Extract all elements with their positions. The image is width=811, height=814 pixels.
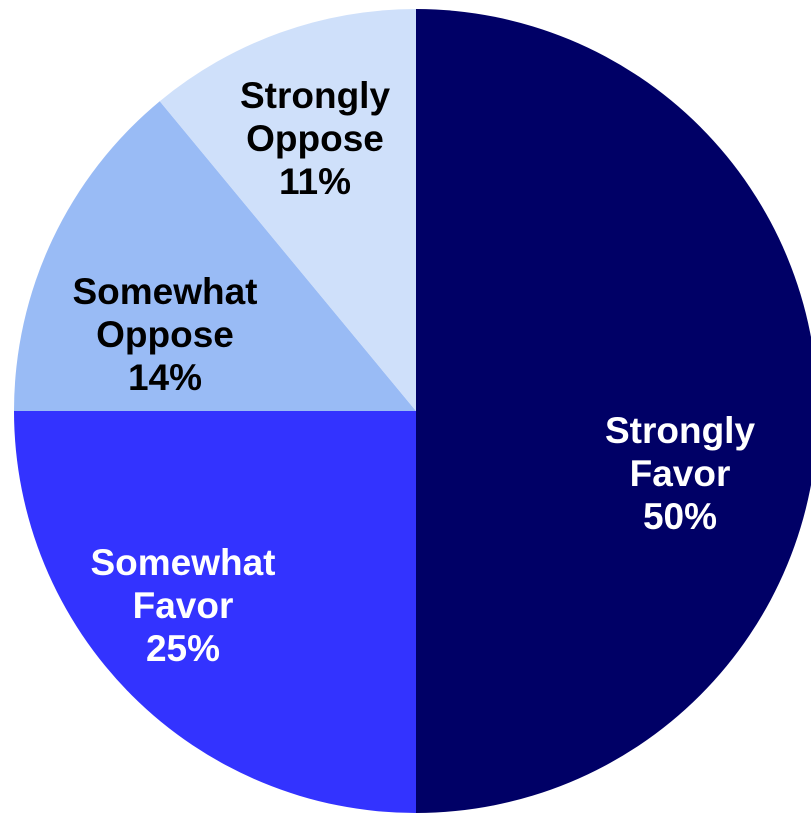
pie-label-strongly-favor: Strongly Favor 50%: [605, 410, 755, 537]
pie-slice-somewhat-favor: [14, 411, 416, 813]
pie-slice-strongly-favor: [416, 9, 811, 813]
pie-label-line: Favor: [133, 585, 234, 626]
pie-slice-somewhat-oppose: [14, 101, 416, 411]
pie-label-somewhat-favor: Somewhat Favor 25%: [90, 542, 275, 669]
pie-label-value: 11%: [279, 161, 351, 202]
pie-label-line: Somewhat: [90, 542, 275, 583]
pie-label-line: Strongly: [605, 410, 755, 451]
pie-label-line: Somewhat: [72, 271, 257, 312]
pie-label-line: Oppose: [246, 118, 384, 159]
pie-slice-strongly-oppose: [159, 9, 416, 411]
pie-label-line: Oppose: [96, 314, 234, 355]
pie-labels: Strongly Favor 50%Somewhat Favor 25%Somewhat…: [72, 75, 755, 669]
pie-label-line: Favor: [630, 453, 731, 494]
pie-label-value: 25%: [146, 628, 220, 669]
pie-label-value: 50%: [643, 496, 717, 537]
pie-label-strongly-oppose: Strongly Oppose 11%: [240, 75, 390, 202]
pie-label-line: Strongly: [240, 75, 390, 116]
pie-label-value: 14%: [128, 357, 202, 398]
pie-slices: [14, 9, 811, 813]
pie-label-somewhat-oppose: Somewhat Oppose 14%: [72, 271, 257, 398]
